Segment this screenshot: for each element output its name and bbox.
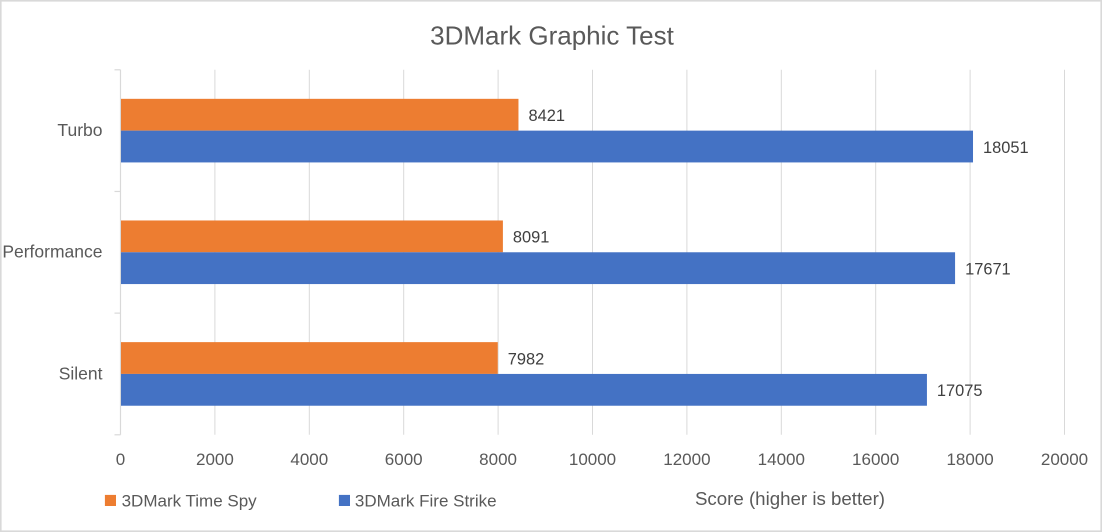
svg-text:18000: 18000 [946,450,993,469]
svg-text:0: 0 [116,450,125,469]
svg-text:Silent: Silent [59,363,103,383]
svg-text:16000: 16000 [852,450,899,469]
svg-text:20000: 20000 [1041,450,1088,469]
svg-text:18051: 18051 [983,139,1029,157]
svg-text:7982: 7982 [508,350,544,368]
svg-text:6000: 6000 [385,450,423,469]
svg-text:17671: 17671 [965,261,1011,279]
svg-text:Performance: Performance [2,242,102,262]
svg-text:Turbo: Turbo [57,120,102,140]
svg-text:12000: 12000 [663,450,710,469]
svg-text:17075: 17075 [937,382,983,400]
svg-text:3DMark Graphic Test: 3DMark Graphic Test [430,21,674,51]
svg-text:8421: 8421 [529,107,565,125]
svg-text:8091: 8091 [513,229,549,247]
svg-text:3DMark Time Spy: 3DMark Time Spy [122,492,258,511]
svg-text:3DMark Fire Strike: 3DMark Fire Strike [355,492,497,511]
svg-text:14000: 14000 [758,450,805,469]
svg-text:Score (higher is better): Score (higher is better) [695,488,885,509]
svg-text:8000: 8000 [479,450,517,469]
svg-text:2000: 2000 [196,450,234,469]
svg-text:4000: 4000 [290,450,328,469]
svg-text:10000: 10000 [569,450,616,469]
